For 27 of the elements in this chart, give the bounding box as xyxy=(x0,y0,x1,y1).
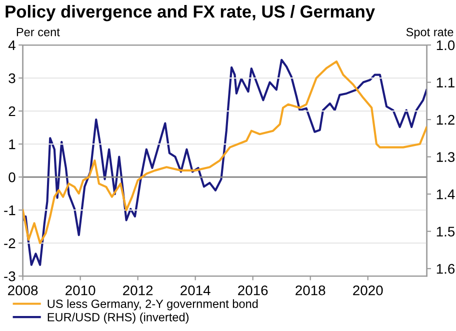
y2-tick-label: 1.0 xyxy=(436,40,455,50)
chart-title: Policy divergence and FX rate, US / Germany xyxy=(6,4,375,22)
legend-label: US less Germany, 2-Y government bond xyxy=(48,299,258,310)
y-tick-label: 2 xyxy=(8,106,16,116)
y-axis-title: Per cent xyxy=(16,28,60,36)
y2-axis-title: Spot rate xyxy=(406,28,454,39)
x-tick-label: 2016 xyxy=(238,285,268,296)
x-tick-label: 2020 xyxy=(353,285,383,296)
y-tick-label: 1 xyxy=(9,140,16,150)
y-tick-label: -2 xyxy=(4,238,16,248)
x-tick-label: 2010 xyxy=(66,285,96,296)
x-tick-label: 2014 xyxy=(180,285,210,296)
x-tick-label: 2018 xyxy=(296,285,326,296)
y-tick-label: 4 xyxy=(8,40,16,50)
y2-tick-label: 1.3 xyxy=(436,152,455,162)
y-tick-label: 0 xyxy=(8,172,16,182)
legend-label: EUR/USD (RHS) (inverted) xyxy=(48,312,189,324)
y2-tick-label: 1.4 xyxy=(436,190,455,200)
y2-tick-label: 1.5 xyxy=(436,226,455,237)
y-tick-label: 3 xyxy=(8,73,16,84)
y2-tick-label: 1.1 xyxy=(436,78,454,88)
y-tick-label: -3 xyxy=(4,271,16,282)
x-tick-label: 2012 xyxy=(123,285,153,296)
y2-tick-label: 1.6 xyxy=(436,264,455,274)
y-tick-label: -1 xyxy=(4,206,16,216)
y2-tick-label: 1.2 xyxy=(436,114,454,125)
x-tick-label: 2008 xyxy=(8,285,38,296)
